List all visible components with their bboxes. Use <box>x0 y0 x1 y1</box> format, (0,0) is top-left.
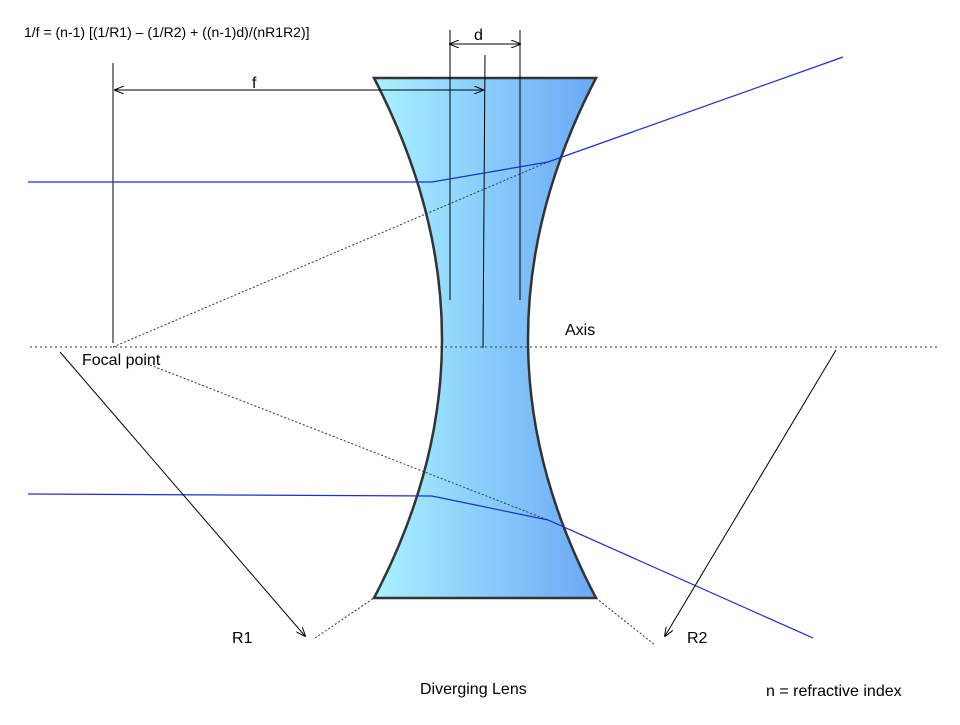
lens <box>371 76 599 600</box>
principal-plane <box>482 54 486 349</box>
focal-point-label: Focal point <box>82 352 161 369</box>
d-label: d <box>474 27 483 44</box>
r2-label: R2 <box>687 630 708 647</box>
r1-arrow <box>59 351 305 636</box>
ray-extension <box>149 364 549 521</box>
r1-dotted <box>314 597 375 639</box>
formula: 1/f = (n-1) [(1/R1) – (1/R2) + ((n-1)d)/… <box>24 24 310 40</box>
r2-dotted <box>595 597 656 646</box>
ray <box>28 56 844 183</box>
r1-label: R1 <box>232 630 253 647</box>
r2-arrow <box>665 349 837 636</box>
ray-extension <box>112 161 549 348</box>
axis-label: Axis <box>565 322 595 339</box>
note: n = refractive index <box>766 683 902 700</box>
lens-title: Diverging Lens <box>420 681 527 698</box>
f-label: f <box>252 75 257 92</box>
ray <box>27 493 814 639</box>
